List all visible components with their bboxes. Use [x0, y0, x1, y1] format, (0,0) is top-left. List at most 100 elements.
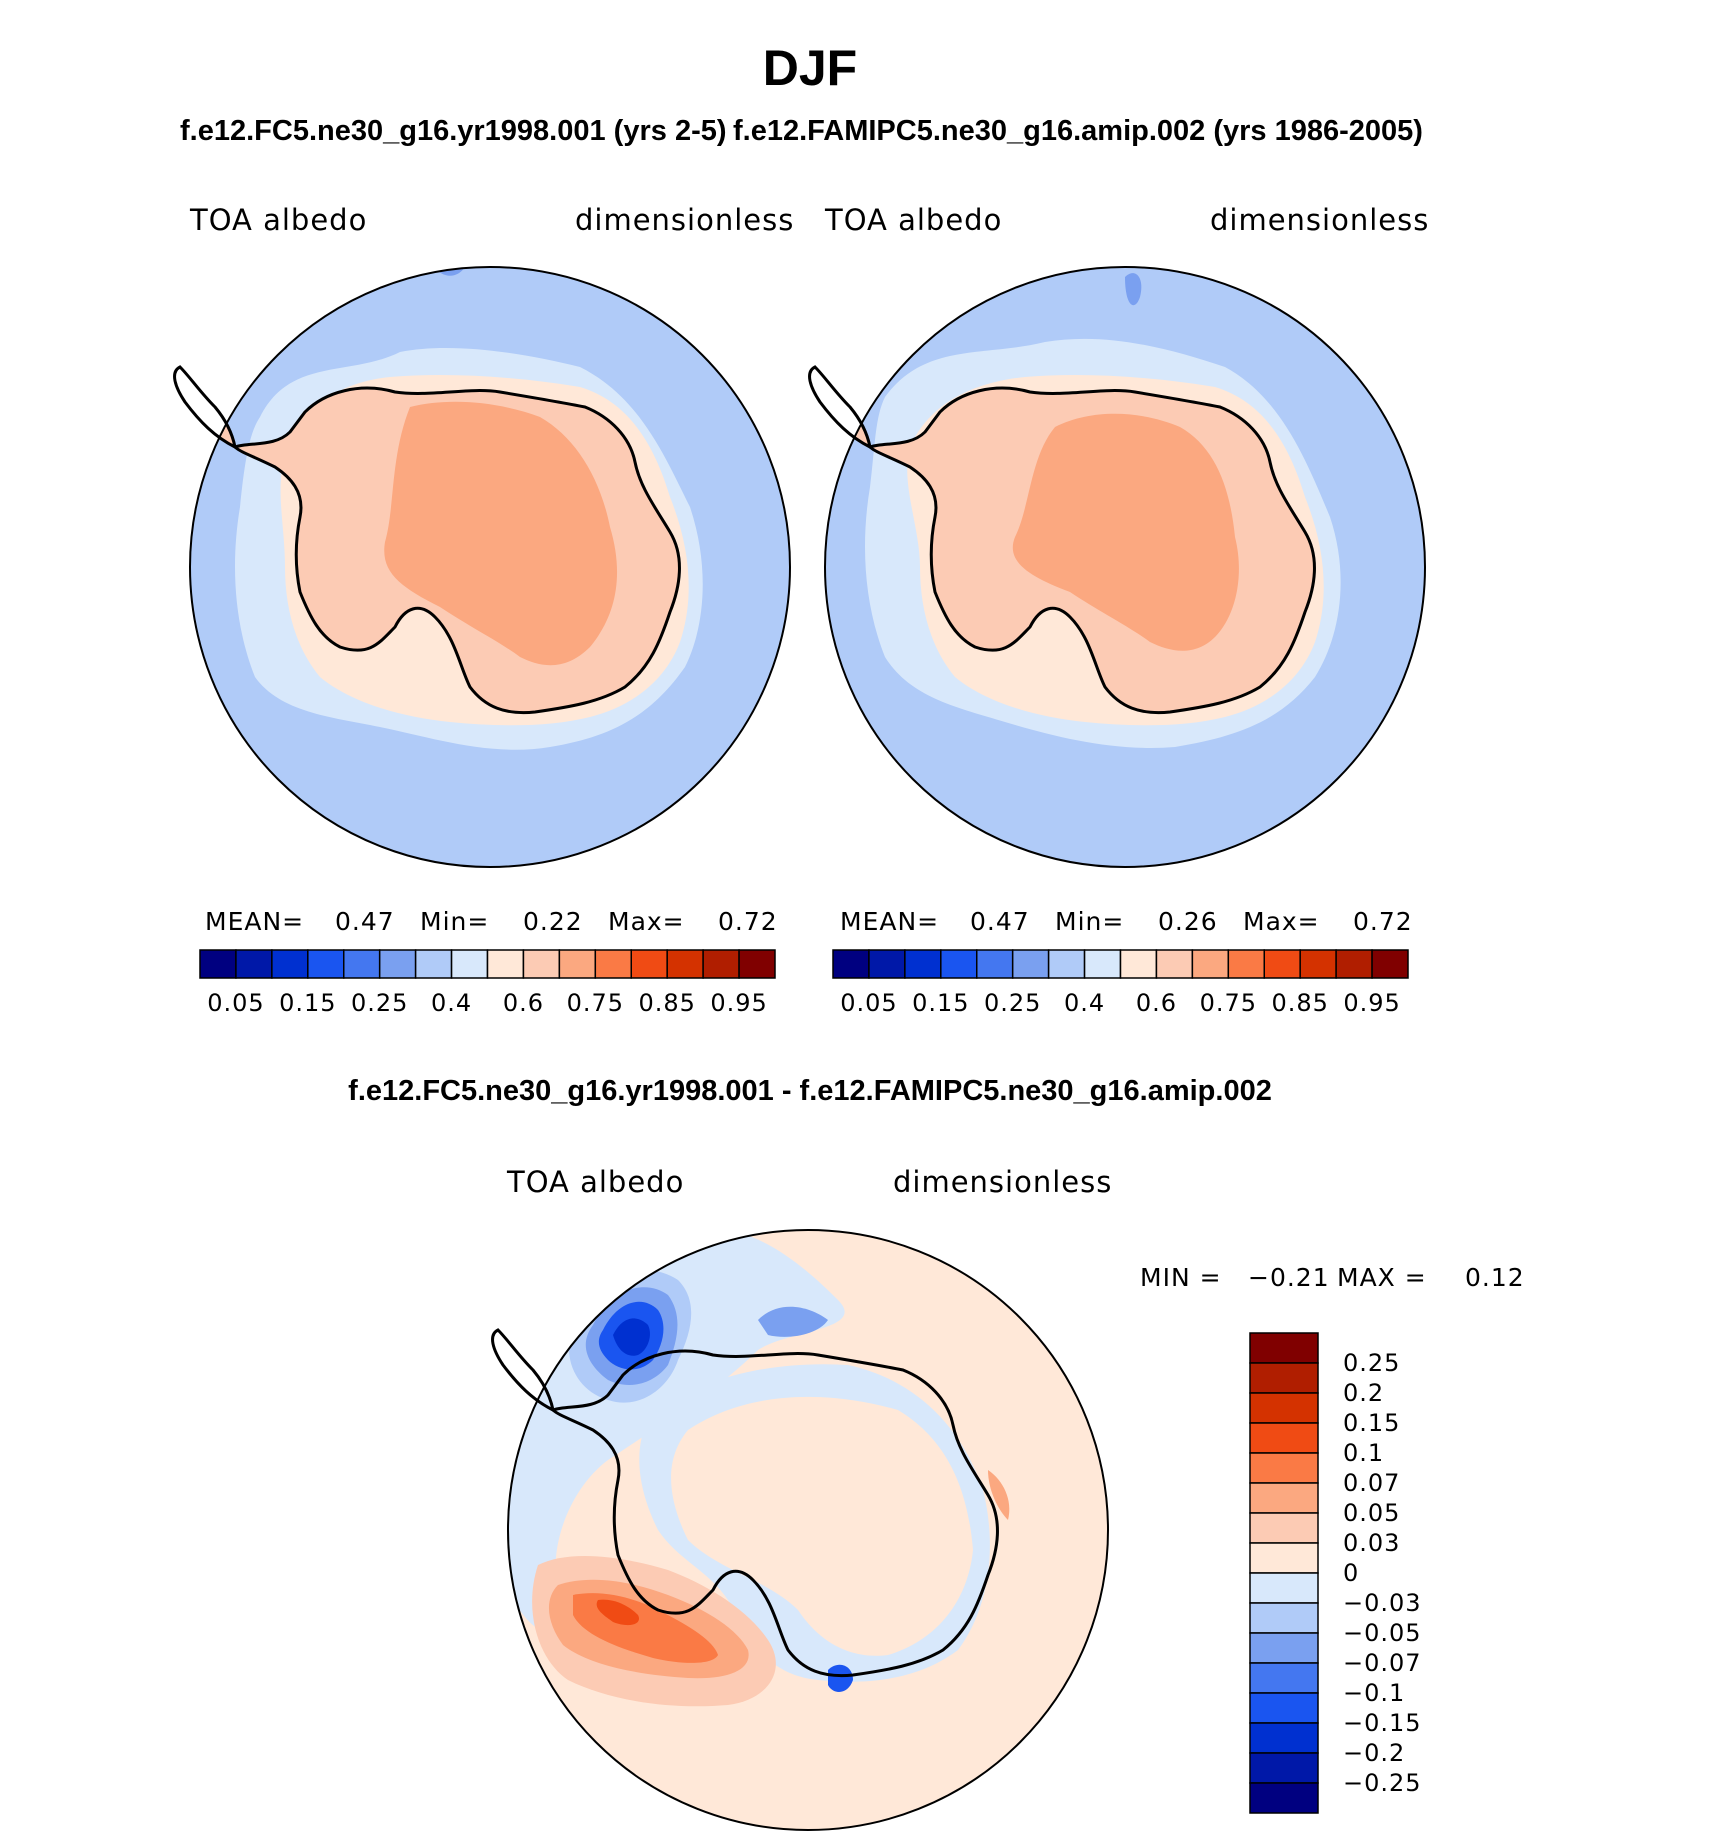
panel1-colorbar-tick-label: 0.95: [710, 989, 767, 1017]
panel3-colorbar-tick-label: 0.2: [1343, 1379, 1384, 1407]
panel1-units-label: dimensionless: [575, 203, 794, 237]
panel2-colorbar-box: [1191, 949, 1230, 979]
panel1-colorbar-box: [199, 949, 237, 979]
panel1-min-label: Min=: [420, 907, 489, 936]
panel1-colorbar-box: [522, 949, 561, 979]
panel3-negative-patch-south: [828, 1664, 853, 1692]
panel2-colorbar-box: [1299, 949, 1337, 979]
panel2-units-label: dimensionless: [1210, 203, 1429, 237]
panel2-case-title: f.e12.FAMIPC5.ne30_g16.amip.002 (yrs 198…: [733, 115, 1423, 147]
panel1-stats: MEAN= 0.47 Min= 0.22 Max= 0.72: [205, 907, 778, 936]
panel3-colorbar-box: [1249, 1632, 1319, 1664]
panel3-colorbar-tick-label: −0.1: [1343, 1679, 1405, 1707]
panel3-min-value: −0.21: [1248, 1263, 1330, 1292]
panel3-colorbar-box: [1249, 1542, 1319, 1574]
panel3-max-label: MAX =: [1337, 1263, 1427, 1292]
panel2-mean-label: MEAN=: [840, 907, 939, 936]
panel3-colorbar: [1249, 1332, 1319, 1814]
panel2-colorbar-box: [940, 949, 978, 979]
panel1-colorbar-box: [271, 949, 309, 979]
panel2-colorbar-tick-label: 0.05: [840, 989, 897, 1017]
panel1-colorbar-box: [235, 949, 273, 979]
panel2-map-boundary: [824, 266, 1426, 868]
panel3-colorbar-box: [1249, 1662, 1319, 1694]
panel3-colorbar-tick-label: 0.07: [1343, 1469, 1400, 1497]
panel3-colorbar-tick-label: 0: [1343, 1559, 1359, 1587]
panel3-colorbar-tick-label: 0.1: [1343, 1439, 1384, 1467]
panel3-colorbar-tick-label: 0.15: [1343, 1409, 1400, 1437]
panel1-colorbar-box: [450, 949, 489, 979]
panel3-continent-near-zero: [671, 1396, 973, 1656]
panel2-stats: MEAN= 0.47 Min= 0.26 Max= 0.72: [840, 907, 1412, 936]
panel2-colorbar-box: [976, 949, 1014, 979]
panel1-max-value: 0.72: [718, 907, 778, 936]
panel3-colorbar-tick-label: −0.05: [1343, 1619, 1422, 1647]
panel3-colorbar-tick-label: −0.25: [1343, 1769, 1422, 1797]
panel3-colorbar-box: [1249, 1392, 1319, 1424]
panel1-colorbar-box: [486, 949, 525, 979]
panel1-map-boundary: [189, 266, 791, 868]
panel2-colorbar-tick-label: 0.85: [1271, 989, 1328, 1017]
panel2-max-label: Max=: [1243, 907, 1320, 936]
panel1-colorbar-box: [414, 949, 453, 979]
panel1-colorbar-box: [666, 949, 704, 979]
panel3-colorbar-tick-label: 0.05: [1343, 1499, 1400, 1527]
panel2-colorbar-ticks: 0.05 0.15 0.25 0.4 0.6 0.75 0.85 0.95: [840, 989, 1400, 1017]
panel3-colorbar-tick-label: 0.03: [1343, 1529, 1400, 1557]
panel2-colorbar-box: [904, 949, 942, 979]
panel3-colorbar-box: [1249, 1512, 1319, 1544]
panel3-colorbar-box: [1249, 1722, 1319, 1754]
panel2-colorbar-box: [832, 949, 870, 979]
panel1-peninsula: [190, 367, 235, 447]
panel3-polar-map: [491, 1229, 1109, 1831]
panel1-colorbar-box: [307, 949, 345, 979]
panel3-colorbar-box: [1249, 1602, 1319, 1634]
panel3-colorbar-box: [1249, 1752, 1319, 1784]
panel1-case-title: f.e12.FC5.ne30_g16.yr1998.001 (yrs 2-5): [180, 115, 727, 147]
panel3-colorbar-box: [1249, 1452, 1319, 1484]
panel2-peninsula: [825, 367, 870, 447]
panel3-colorbar-tick-label: −0.15: [1343, 1709, 1422, 1737]
panel1-plateau-high-albedo: [384, 401, 618, 666]
panel1-polar-map: [173, 266, 791, 868]
panel3-positive-patch-east: [988, 1470, 1010, 1520]
panel2-colorbar-tick-label: 0.6: [1136, 989, 1177, 1017]
panel2-colorbar-tick-label: 0.75: [1200, 989, 1257, 1017]
panel1-colorbar-box: [558, 949, 597, 979]
figure-title: DJF: [763, 40, 857, 96]
panel2-colorbar: [832, 949, 1409, 979]
panel2-colorbar-tick-label: 0.4: [1064, 989, 1105, 1017]
panel1-colorbar-ticks: 0.05 0.15 0.25 0.4 0.6 0.75 0.85 0.95: [207, 989, 767, 1017]
panel3-colorbar-box: [1249, 1362, 1319, 1394]
panel3-map-boundary: [507, 1229, 1109, 1831]
panel3-positive-core-3: [596, 1599, 639, 1626]
panel3-case-title: f.e12.FC5.ne30_g16.yr1998.001 - f.e12.FA…: [348, 1075, 1272, 1107]
panel1-colorbar-box: [738, 949, 776, 979]
panel3-colorbar-box: [1249, 1482, 1319, 1514]
panel2-colorbar-box: [1371, 949, 1409, 979]
panel1-colorbar-tick-label: 0.6: [503, 989, 544, 1017]
panel3-colorbar-tick-label: −0.03: [1343, 1589, 1422, 1617]
panel3-min-label: MIN =: [1140, 1263, 1222, 1292]
panel2-mean-value: 0.47: [970, 907, 1030, 936]
panel3-colorbar-tick-label: −0.2: [1343, 1739, 1405, 1767]
panel2-colorbar-box: [1155, 949, 1194, 979]
panel1-colorbar-tick-label: 0.4: [431, 989, 472, 1017]
panel2-min-value: 0.26: [1158, 907, 1218, 936]
panel2-colorbar-box: [868, 949, 906, 979]
panel2-colorbar-box: [1083, 949, 1122, 979]
panel1-min-value: 0.22: [523, 907, 583, 936]
panel1-colorbar-box: [702, 949, 740, 979]
panel2-polar-map: [808, 266, 1426, 868]
panel1-variable-label: TOA albedo: [189, 203, 367, 237]
panel3-colorbar-box: [1249, 1572, 1319, 1604]
panel3-units-label: dimensionless: [893, 1165, 1112, 1199]
panel2-colorbar-tick-label: 0.95: [1343, 989, 1400, 1017]
panel3-negative-patch-east: [758, 1306, 828, 1337]
panel2-plateau-high-albedo: [1012, 413, 1239, 651]
panel2-colorbar-box: [1227, 949, 1265, 979]
panel1-colorbar-tick-label: 0.85: [638, 989, 695, 1017]
panel1-colorbar-tick-label: 0.05: [207, 989, 264, 1017]
panel2-variable-label: TOA albedo: [824, 203, 1002, 237]
